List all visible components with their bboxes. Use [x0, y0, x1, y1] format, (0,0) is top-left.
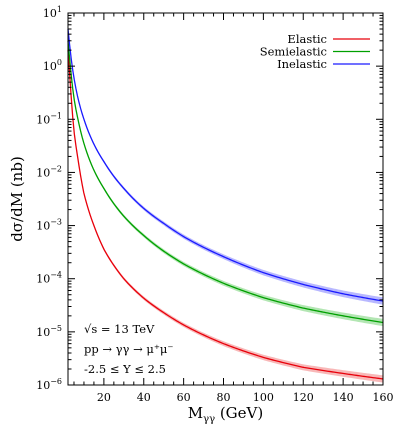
y-tick-label: 10−6 [36, 377, 62, 392]
band-inelastic [68, 27, 383, 305]
annotation-line: √s = 13 TeV [84, 322, 155, 336]
x-axis-label-unit: (GeV) [215, 404, 263, 422]
y-axis-label: dσ/dM (nb) [8, 156, 26, 242]
plot-frame [67, 12, 384, 386]
x-tick-label: 100 [253, 391, 274, 404]
line-semielastic [67, 40, 384, 324]
annotation-line: -2.5 ≤ Y ≤ 2.5 [84, 362, 166, 376]
x-tick-label: 140 [333, 391, 354, 404]
band-elastic [68, 49, 383, 383]
y-tick-label: 101 [43, 5, 62, 20]
x-axis-label-main: M [188, 404, 203, 422]
axis-ticks: 20 40 60 80 100 120 140 160 10−6 10−5 10−4 10−3 10−2… [36, 5, 393, 404]
annotation-line: pp → γγ → μ⁺μ⁻ [84, 342, 173, 356]
line-inelastic [67, 28, 384, 302]
annotations: √s = 13 TeV pp → γγ → μ⁺μ⁻ -2.5 ≤ Y ≤ 2.5 [84, 322, 173, 376]
y-tick-label: 10−4 [36, 271, 62, 286]
x-axis-label: Mγγ (GeV) [188, 404, 263, 425]
x-tick-label: 60 [177, 391, 191, 404]
y-tick-label: 10−1 [36, 111, 62, 126]
x-tick-label: 40 [137, 391, 151, 404]
x-tick-label: 80 [217, 391, 231, 404]
legend-label-elastic: Elastic [287, 32, 327, 46]
y-tick-label: 10−5 [36, 324, 62, 339]
x-tick-label: 160 [373, 391, 394, 404]
x-tick-label: 20 [97, 391, 111, 404]
x-axis-label-subscript: γγ [203, 414, 215, 425]
line-elastic [67, 50, 384, 380]
band-semielastic [68, 39, 383, 327]
x-tick-label: 120 [293, 391, 314, 404]
series-lines [67, 28, 384, 380]
uncertainty-bands [68, 27, 383, 383]
legend-label-semielastic: Semielastic [260, 45, 327, 59]
y-tick-label: 100 [43, 58, 62, 73]
y-tick-label: 10−3 [36, 218, 62, 233]
y-tick-label: 10−2 [36, 164, 62, 179]
legend-label-inelastic: Inelastic [277, 57, 327, 71]
